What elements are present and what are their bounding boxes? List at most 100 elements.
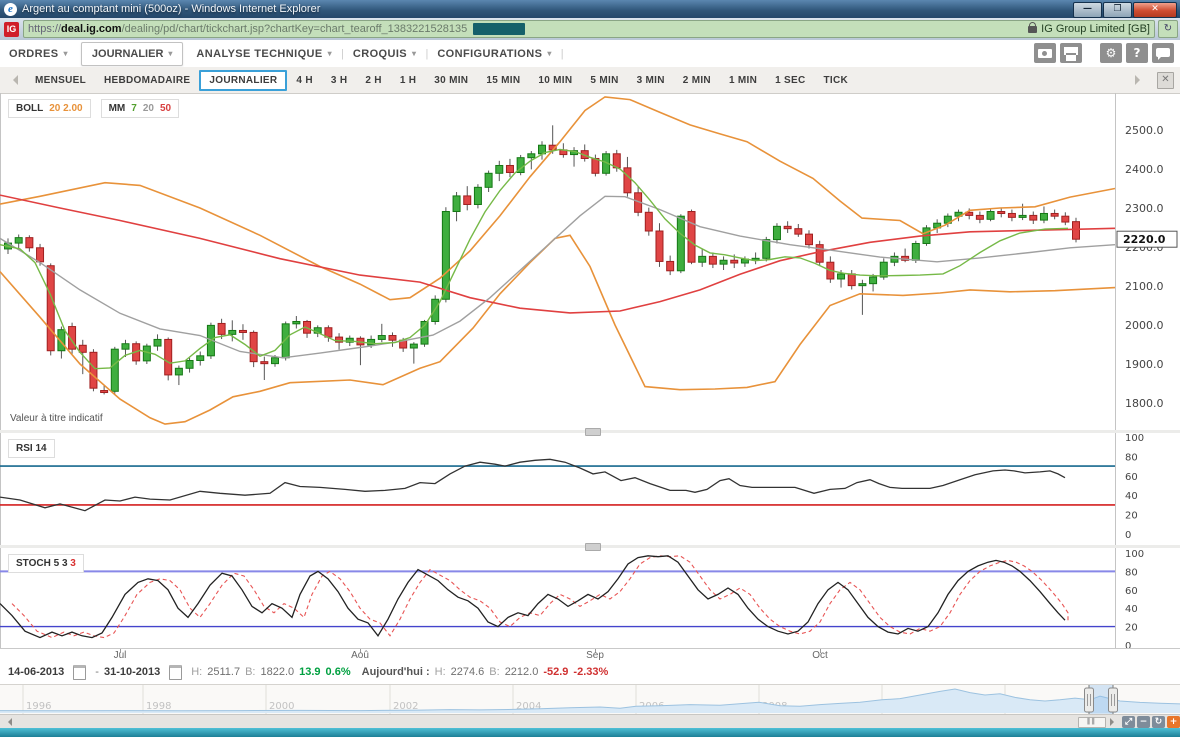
resize-handle[interactable] — [585, 428, 601, 436]
time-axis: Jul Aoû Sep Oct — [0, 648, 1180, 661]
period-low-label: B: — [245, 666, 256, 678]
bollinger-legend[interactable]: BOLL 20 2.00 — [8, 99, 91, 118]
svg-text:80: 80 — [1125, 567, 1138, 578]
today-high-value: 2274.6 — [450, 666, 485, 678]
month-tick — [360, 649, 361, 653]
svg-text:2002: 2002 — [393, 701, 418, 712]
period-change: 13.9 — [299, 666, 321, 678]
range-handle[interactable] — [1084, 687, 1094, 713]
timeframe-2-h[interactable]: 2 H — [365, 74, 382, 86]
timeframe-30-min[interactable]: 30 MIN — [434, 74, 469, 86]
stochastic-chart-canvas[interactable]: 100 80 60 40 20 0 — [0, 548, 1180, 652]
timeframe-journalier[interactable]: JOURNALIER — [199, 69, 288, 91]
close-chart-icon[interactable]: ✕ — [1157, 71, 1174, 89]
svg-text:1800.0: 1800.0 — [1125, 397, 1164, 410]
timeframe-1-min[interactable]: 1 MIN — [728, 74, 758, 86]
svg-text:0: 0 — [1125, 530, 1131, 541]
printer-icon[interactable] — [1060, 43, 1082, 63]
timeframe-3-min[interactable]: 3 MIN — [636, 74, 665, 86]
moving-average-legend[interactable]: MM 7 20 50 — [100, 99, 180, 118]
svg-text:1996: 1996 — [26, 701, 51, 712]
horizontal-scrollbar[interactable]: ▌▌ ⤢ − ↻ + — [0, 714, 1180, 729]
today-label: Aujourd'hui : — [361, 666, 430, 678]
history-timeline[interactable]: 199619982000200220042006200820102012 — [0, 684, 1180, 715]
svg-text:1998: 1998 — [146, 701, 171, 712]
month-label: Sep — [586, 650, 604, 661]
timeframe-5-min[interactable]: 5 MIN — [590, 74, 619, 86]
url-field[interactable]: https://deal.ig.com/dealing/pd/chart/tic… — [23, 20, 1155, 38]
address-bar: IG https://deal.ig.com/dealing/pd/chart/… — [0, 18, 1180, 40]
timeline-canvas[interactable]: 199619982000200220042006200820102012 — [0, 685, 1180, 715]
timeframe-2-min[interactable]: 2 MIN — [682, 74, 711, 86]
scroll-left-icon[interactable] — [8, 75, 18, 85]
today-high-label: H: — [434, 666, 446, 678]
today-change-pct: -2.33% — [573, 666, 609, 678]
svg-text:2300.0: 2300.0 — [1125, 202, 1164, 215]
rsi-label[interactable]: RSI 14 — [8, 439, 55, 458]
period-high-label: H: — [191, 666, 203, 678]
today-change: -52.9 — [543, 666, 569, 678]
resize-handle[interactable] — [585, 543, 601, 551]
help-icon[interactable]: ? — [1126, 43, 1148, 63]
title-bar[interactable]: e Argent au comptant mini (500oz) - Wind… — [0, 0, 1180, 18]
timeframe-3-h[interactable]: 3 H — [330, 74, 348, 86]
fit-screen-icon[interactable]: ⤢ — [1122, 716, 1135, 728]
timeframe-4-h[interactable]: 4 H — [296, 74, 313, 86]
svg-text:40: 40 — [1125, 604, 1138, 615]
disclaimer-text: Valeur à titre indicatif — [10, 413, 103, 424]
url-domain: deal.ig.com — [61, 23, 122, 35]
timeframe-1-h[interactable]: 1 H — [399, 74, 417, 86]
minimize-button[interactable]: — — [1073, 2, 1102, 18]
menu-ordres[interactable]: ORDRES ▾ — [9, 47, 68, 60]
svg-text:20: 20 — [1125, 511, 1138, 522]
svg-text:1900.0: 1900.0 — [1125, 358, 1164, 371]
calendar-icon[interactable] — [169, 664, 183, 680]
date-to[interactable]: 31-10-2013 — [103, 666, 161, 678]
svg-text:2004: 2004 — [516, 701, 541, 712]
taskbar-strip — [0, 728, 1180, 737]
comment-icon[interactable] — [1152, 43, 1174, 63]
chevron-down-icon: ▾ — [547, 49, 552, 58]
svg-text:0: 0 — [1125, 641, 1131, 648]
reset-zoom-icon[interactable]: ↻ — [1152, 716, 1165, 728]
range-handle[interactable] — [1108, 687, 1118, 713]
zoom-out-icon[interactable]: − — [1137, 716, 1150, 728]
timeframe-15-min[interactable]: 15 MIN — [486, 74, 521, 86]
svg-text:2220.0: 2220.0 — [1123, 233, 1166, 246]
svg-text:2100.0: 2100.0 — [1125, 280, 1164, 293]
ie-icon: e — [4, 2, 17, 16]
date-from[interactable]: 14-06-2013 — [8, 666, 65, 678]
timeframe-tick[interactable]: TICK — [823, 74, 849, 86]
timeframe-mensuel[interactable]: MENSUEL — [35, 74, 86, 86]
maximize-button[interactable]: ❐ — [1103, 2, 1132, 18]
menu-analyse-technique[interactable]: ANALYSE TECHNIQUE ▾ — [196, 47, 333, 60]
scrollbar-left-icon[interactable] — [4, 718, 12, 726]
menu-journalier[interactable]: JOURNALIER ▾ — [80, 41, 184, 66]
scroll-right-icon[interactable] — [1135, 75, 1145, 85]
panel-divider — [0, 428, 1180, 436]
rsi-chart-canvas[interactable]: 100 80 60 40 20 0 — [0, 433, 1180, 545]
scrollbar-right-icon[interactable] — [1110, 718, 1118, 726]
scrollbar-thumb[interactable]: ▌▌ — [1078, 717, 1106, 728]
month-tick — [595, 649, 596, 653]
menu-configurations[interactable]: CONFIGURATIONS ▾ — [437, 47, 552, 60]
chevron-down-icon: ▾ — [327, 49, 333, 58]
timeframe-10-min[interactable]: 10 MIN — [538, 74, 573, 86]
timeframe-1-sec[interactable]: 1 SEC — [775, 74, 806, 86]
menu-croquis[interactable]: CROQUIS ▾ — [352, 47, 417, 60]
close-button[interactable]: ✕ — [1133, 2, 1177, 18]
calendar-icon[interactable] — [73, 664, 87, 680]
certificate-owner[interactable]: IG Group Limited [GB] — [1041, 23, 1150, 35]
svg-text:100: 100 — [1125, 549, 1144, 560]
zoom-in-icon[interactable]: + — [1167, 716, 1180, 728]
candlestick-chart-canvas[interactable]: 2500.02400.02300.02200.02100.02000.01900… — [0, 93, 1180, 430]
reload-button[interactable]: ↻ — [1158, 20, 1178, 38]
camera-icon[interactable] — [1034, 43, 1056, 63]
stochastic-label[interactable]: STOCH 5 3 3 — [8, 554, 84, 573]
timeframe-bar: MENSUEL HEBDOMADAIRE JOURNALIER 4 H 3 H 2 H 1 … — [0, 67, 1180, 94]
month-label: Oct — [812, 650, 828, 661]
svg-text:40: 40 — [1125, 491, 1138, 502]
gear-icon[interactable]: ⚙ — [1100, 43, 1122, 63]
timeframe-hebdomadaire[interactable]: HEBDOMADAIRE — [104, 74, 191, 86]
